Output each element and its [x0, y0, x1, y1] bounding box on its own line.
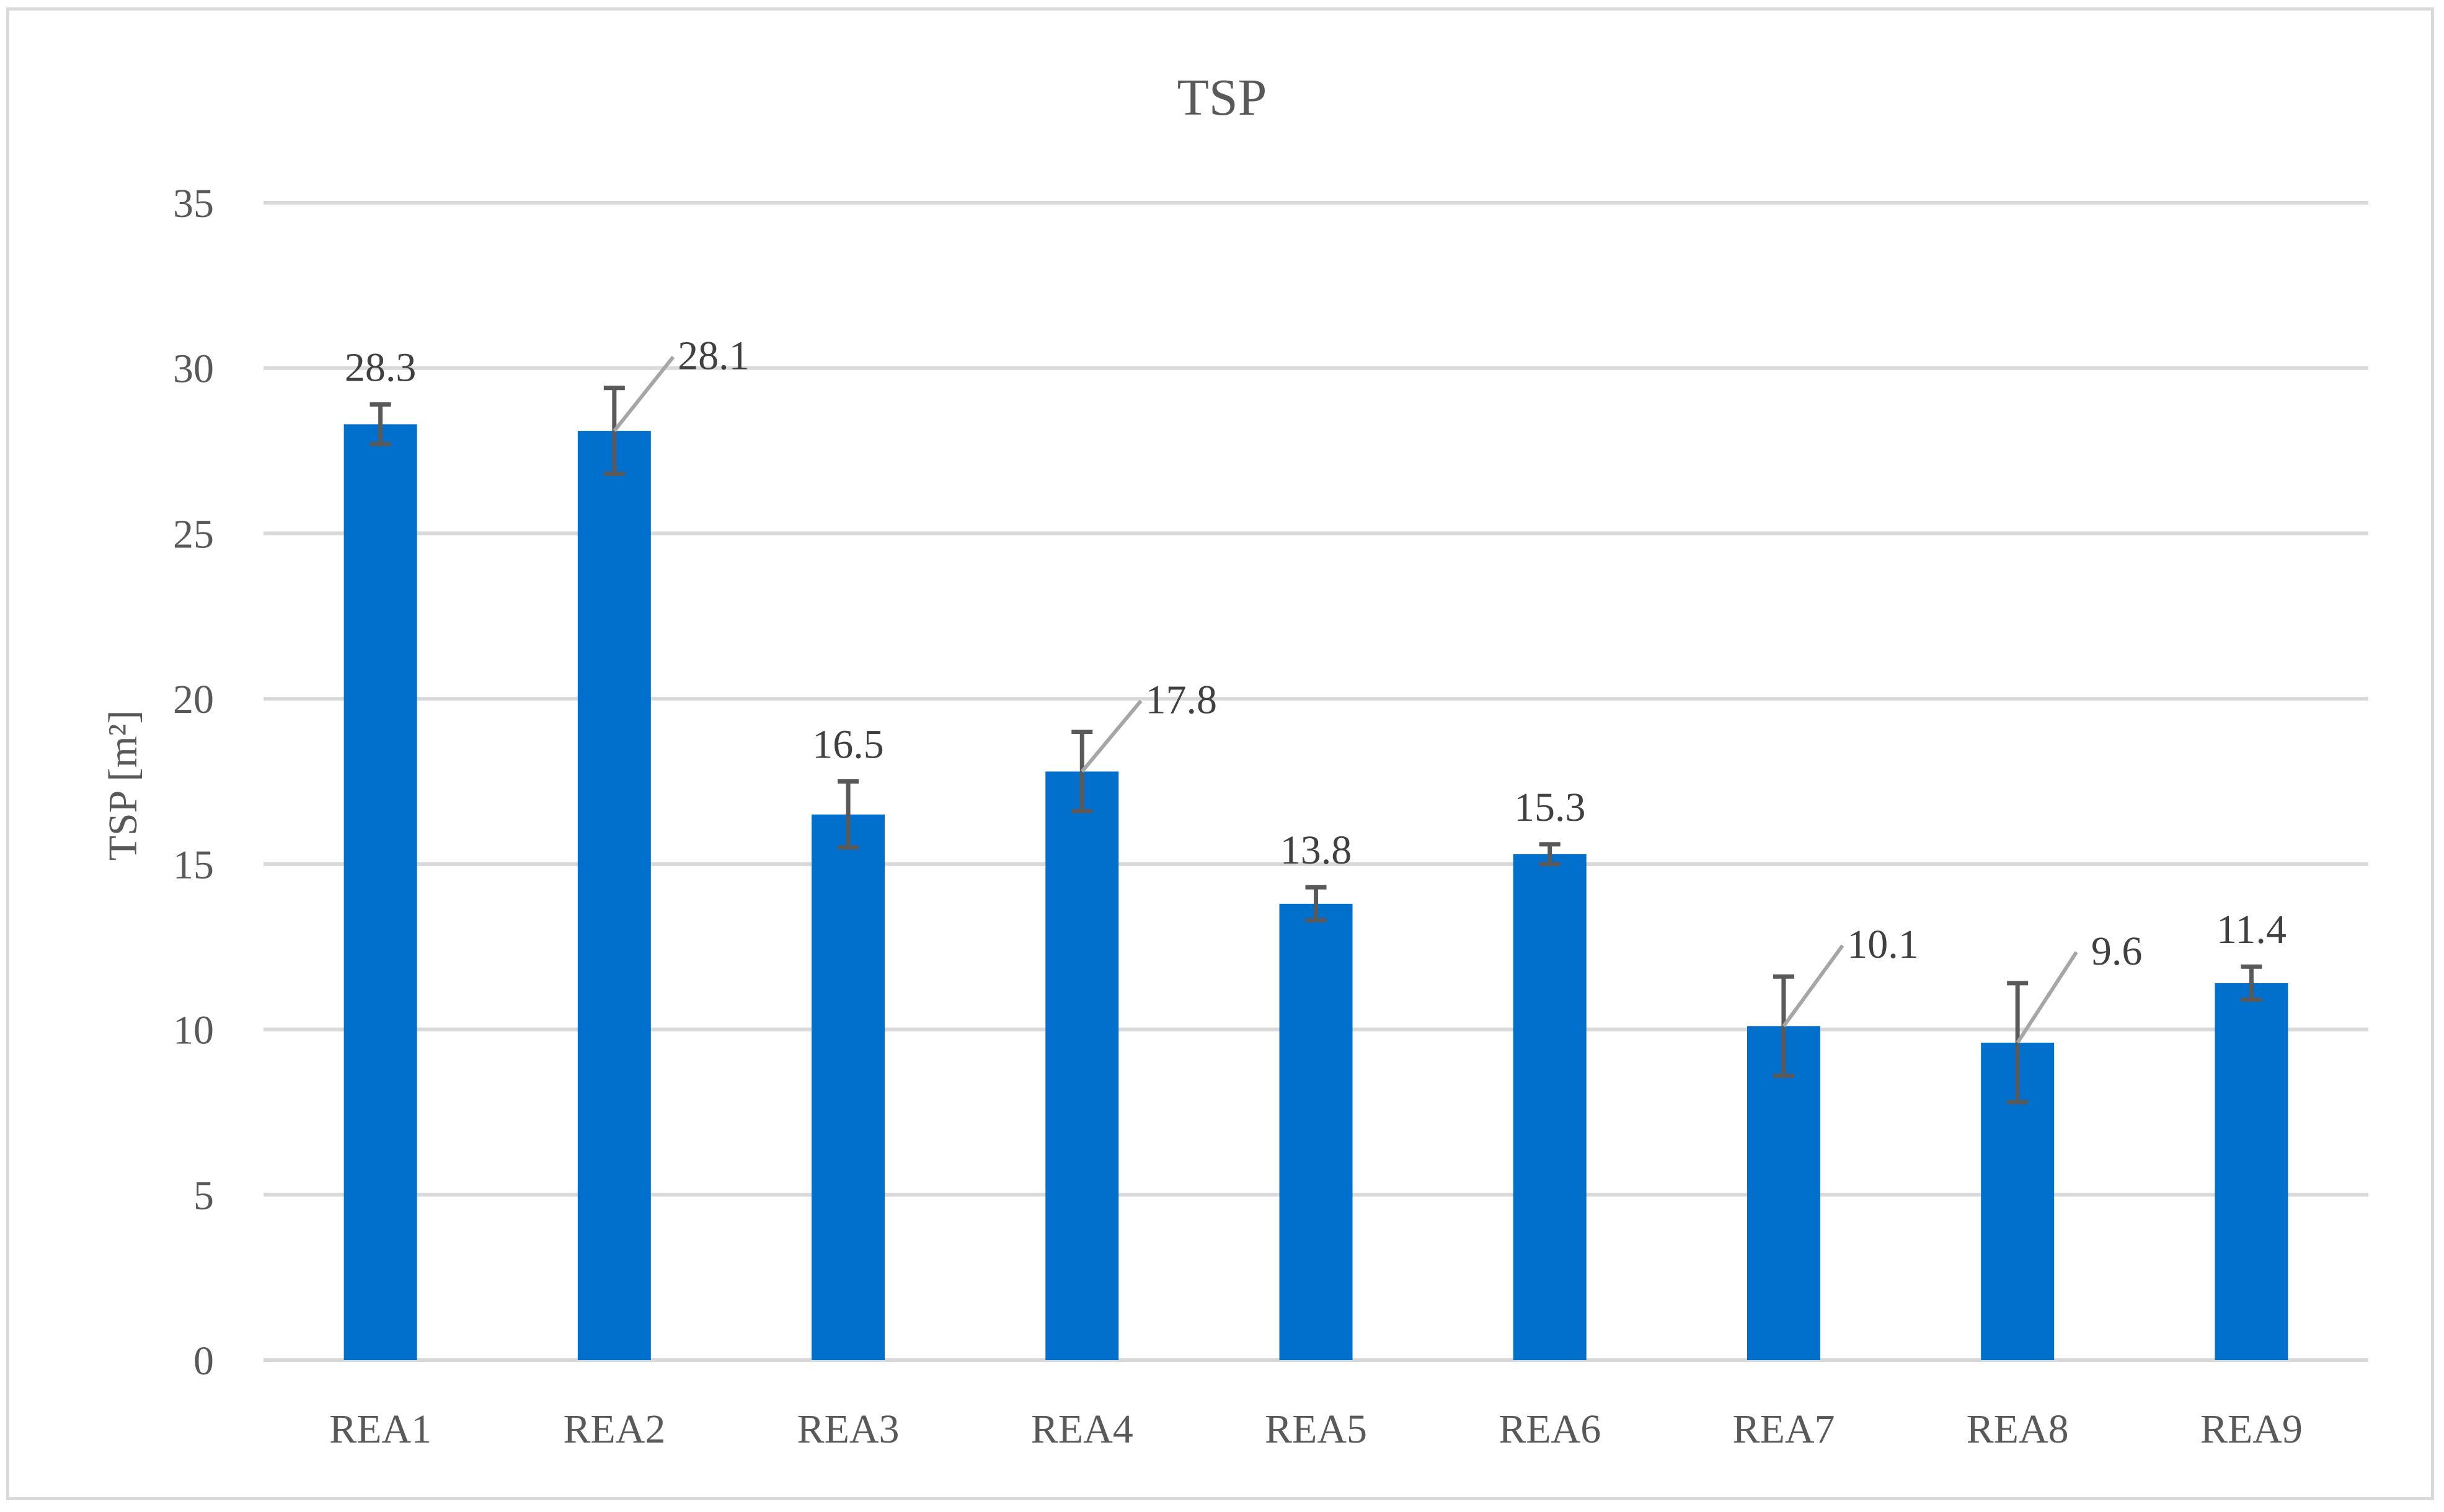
y-tick-label: 15: [173, 842, 214, 888]
data-label: 15.3: [1514, 785, 1586, 830]
bar: [1279, 903, 1353, 1360]
y-tick-label: 25: [173, 511, 214, 557]
data-label: 10.1: [1847, 922, 1919, 967]
chart-title: TSP: [1177, 69, 1267, 126]
x-tick-labels: REA1 REA2 REA3 REA4 REA5 REA6 REA7 REA8 REA9: [329, 1407, 2303, 1452]
data-labels: 28.3 28.1 16.5 17.8 13.8 15.3 10.1 9.6 11.4: [345, 334, 2287, 974]
data-label: 9.6: [2091, 929, 2143, 974]
error-bar: [1071, 729, 1093, 814]
x-tick-label: REA7: [1732, 1407, 1835, 1452]
y-tick-label: 0: [193, 1338, 214, 1384]
data-label: 28.3: [345, 345, 417, 390]
error-bar: [370, 402, 391, 446]
error-bar: [838, 779, 859, 850]
bar: [343, 424, 417, 1360]
data-label: 16.5: [812, 722, 884, 767]
error-bar: [1773, 974, 1794, 1078]
x-tick-label: REA6: [1499, 1407, 1601, 1452]
bar: [1045, 771, 1119, 1360]
x-tick-label: REA5: [1265, 1407, 1367, 1452]
y-tick-labels: 0 5 10 15 20 25 30 35: [173, 181, 214, 1384]
error-bar: [1539, 842, 1561, 867]
bar: [577, 431, 651, 1361]
y-axis-label: TSP [m²]: [100, 710, 146, 861]
error-bars: [370, 386, 2262, 1105]
chart-frame: [6, 7, 2434, 1500]
label-leader-line: [2016, 951, 2078, 1044]
x-tick-label: REA3: [797, 1407, 900, 1452]
error-bar: [1305, 885, 1327, 923]
bar: [2215, 983, 2288, 1360]
x-tick-label: REA4: [1031, 1407, 1133, 1452]
label-leader-line: [613, 355, 675, 432]
x-tick-label: REA2: [563, 1407, 665, 1452]
bar: [1513, 854, 1587, 1360]
label-leader-line: [1080, 699, 1143, 773]
bars: [343, 424, 2288, 1361]
x-tick-label: REA1: [329, 1407, 432, 1452]
y-tick-label: 30: [173, 347, 214, 392]
data-label: 17.8: [1146, 677, 1218, 722]
data-label: 11.4: [2216, 907, 2287, 952]
label-leader-line: [1782, 944, 1844, 1028]
y-tick-label: 5: [193, 1173, 214, 1218]
bar: [1747, 1026, 1820, 1360]
data-label: 13.8: [1280, 828, 1352, 873]
y-tick-label: 20: [173, 677, 214, 722]
y-tick-label: 10: [173, 1008, 214, 1053]
label-leaders: [613, 355, 2078, 1044]
y-tick-label: 35: [173, 181, 214, 226]
data-label: 28.1: [678, 334, 750, 379]
error-bar: [2241, 964, 2262, 1002]
x-tick-label: REA9: [2200, 1407, 2303, 1452]
x-tick-label: REA8: [1967, 1407, 2069, 1452]
bar: [812, 814, 885, 1360]
